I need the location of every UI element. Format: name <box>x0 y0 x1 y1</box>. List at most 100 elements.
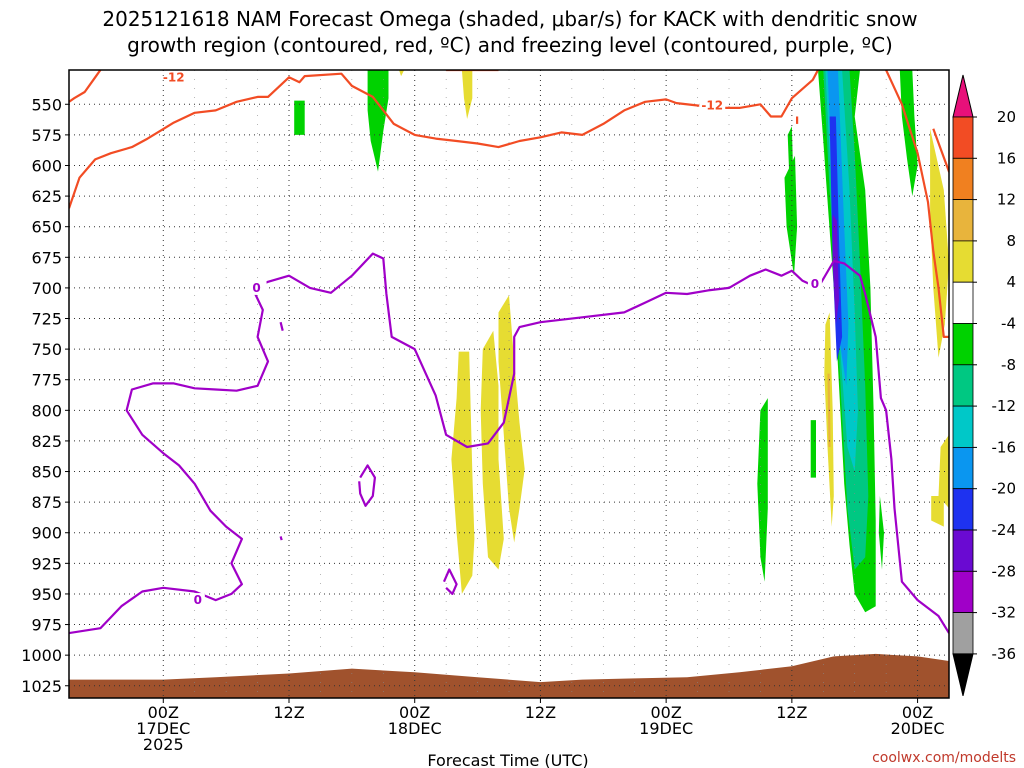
omega-region-2 <box>399 70 405 77</box>
omega-region-9 <box>787 126 793 190</box>
y-tick-label-725: 725 <box>31 310 62 329</box>
plot-frame <box>68 69 950 699</box>
omega-region-6 <box>498 295 525 543</box>
omega-region-15 <box>832 214 839 325</box>
colorbar-tick-label-4: 4 <box>1006 273 1016 291</box>
y-tick-label-950: 950 <box>31 585 62 604</box>
y-tick-label-600: 600 <box>31 156 62 175</box>
colorbar-bin-8-12 <box>952 199 974 242</box>
freezing-level-line-0 <box>69 252 949 635</box>
freezing-level-line-1 <box>358 464 376 507</box>
colorbar-bin-12-16 <box>952 157 974 201</box>
omega-region-19 <box>878 496 884 570</box>
y-tick-label-900: 900 <box>31 524 62 543</box>
y-tick-label-800: 800 <box>31 401 62 420</box>
colorbar-tick-label-16: 16 <box>997 149 1016 167</box>
y-tick-label-975: 975 <box>31 616 62 635</box>
colorbar-bin--8--4 <box>952 323 974 366</box>
surface-terrain <box>69 653 949 698</box>
omega-region-5 <box>480 330 504 570</box>
x-tick-label-72-1: 20DEC <box>891 719 945 738</box>
freezing-level-line-2 <box>442 568 458 596</box>
colorbar-bin--36--32 <box>952 612 974 655</box>
colorbar-bin-bottom-arrow <box>952 653 974 697</box>
dgz-contour-line-1 <box>69 70 102 103</box>
colorbar-tick-label--12: -12 <box>992 397 1017 415</box>
colorbar-bin--32--28 <box>952 570 974 613</box>
y-tick-label-875: 875 <box>31 493 62 512</box>
omega-region-1 <box>367 70 389 172</box>
freezing-level-label-bg-0 <box>246 280 267 295</box>
x-tick-label-24-1: 18DEC <box>388 719 442 738</box>
y-tick-label-700: 700 <box>31 279 62 298</box>
freezing-level-line-4 <box>279 536 283 541</box>
omega-shading <box>294 70 949 613</box>
omega-region-22 <box>938 434 949 509</box>
colorbar-tick-label--4: -4 <box>1001 315 1016 333</box>
colorbar-bin--4-4 <box>952 281 974 324</box>
omega-region-18 <box>810 420 816 478</box>
colorbar-tick-label--36: -36 <box>992 645 1017 663</box>
x-tick-label-0-0: 00Z <box>148 703 179 722</box>
x-tick-label-0-2: 2025 <box>143 735 184 754</box>
x-tick-label-60-0: 12Z <box>776 703 807 722</box>
x-tick-label-36-0: 12Z <box>525 703 556 722</box>
y-axis-ticks: 550 575 600 625 650 675 700 725 750 775 800 825 850 8… <box>21 95 69 696</box>
omega-region-8 <box>784 155 798 276</box>
plot-area: -12 -12 0 0 0 <box>68 69 950 699</box>
colorbar-tick-label--28: -28 <box>992 562 1017 580</box>
gridlines <box>69 70 949 698</box>
omega-region-20 <box>899 70 918 197</box>
x-tick-label-72-0: 00Z <box>902 703 933 722</box>
colorbar-tick-label--8: -8 <box>1001 356 1016 374</box>
colorbar-bin--24--20 <box>952 488 974 531</box>
omega-region-4 <box>451 351 475 594</box>
colorbar-bin-16-20 <box>952 116 974 159</box>
colorbar-bin--20--16 <box>952 446 974 490</box>
colorbar-tick-label-8: 8 <box>1006 232 1016 250</box>
dgz-contour-line-4 <box>885 70 949 338</box>
y-tick-label-1000: 1000 <box>21 646 62 665</box>
colorbar-tick-label--32: -32 <box>992 604 1017 622</box>
y-tick-label-925: 925 <box>31 554 62 573</box>
y-tick-label-1025: 1025 <box>21 677 62 696</box>
freezing-level-label-bg-extra-1 <box>807 277 822 292</box>
colorbar-bin-top-arrow <box>952 74 974 118</box>
colorbar-bin--28--24 <box>952 529 974 572</box>
colorbar-bin-4-8 <box>952 240 974 283</box>
y-tick-label-575: 575 <box>31 126 62 145</box>
omega-region-21 <box>930 128 949 358</box>
y-tick-label-625: 625 <box>31 187 62 206</box>
dgz-contour-line-5 <box>932 128 949 173</box>
omega-region-7 <box>757 398 768 582</box>
x-tick-label-12-0: 12Z <box>273 703 304 722</box>
colorbar-tick-label-20: 20 <box>997 108 1016 126</box>
y-tick-label-825: 825 <box>31 432 62 451</box>
chart-title-line2: growth region (contoured, red, ºC) and f… <box>127 33 893 57</box>
omega-region-23 <box>931 496 944 527</box>
dgz-contours: -12 -12 <box>69 70 949 338</box>
dgz-contour-label-bg-1 <box>163 70 184 85</box>
freezing-level-label-0: 0 <box>252 281 260 295</box>
dgz-contour-label-extra: -12 <box>701 99 723 113</box>
colorbar-bin--12--8 <box>952 364 974 407</box>
dgz-contour-label-bg-extra <box>699 98 726 113</box>
freezing-level-line-3 <box>279 321 284 331</box>
colorbar-tick-label-12: 12 <box>997 191 1016 209</box>
colorbar: 20 16 12 8 4 -4 -8 -12 -16 -20 -24 -28 -32 -36 <box>952 74 1017 697</box>
x-tick-label-0-1: 17DEC <box>136 719 190 738</box>
colorbar-bin--16--12 <box>952 405 974 448</box>
colorbar-tick-label--20: -20 <box>992 480 1017 498</box>
freezing-level-label-bg-extra-0 <box>190 593 205 608</box>
y-tick-label-675: 675 <box>31 248 62 267</box>
credit-text: coolwx.com/modelts <box>872 750 1016 766</box>
dgz-contour-label-1: -12 <box>163 70 185 84</box>
omega-region-0 <box>294 100 305 135</box>
x-tick-label-48-0: 00Z <box>650 703 681 722</box>
y-tick-label-550: 550 <box>31 95 62 114</box>
colorbar-tick-label--24: -24 <box>992 521 1017 539</box>
freezing-level-label-extra-0: 0 <box>194 593 202 607</box>
freezing-level-contours: 0 0 0 <box>69 252 949 635</box>
